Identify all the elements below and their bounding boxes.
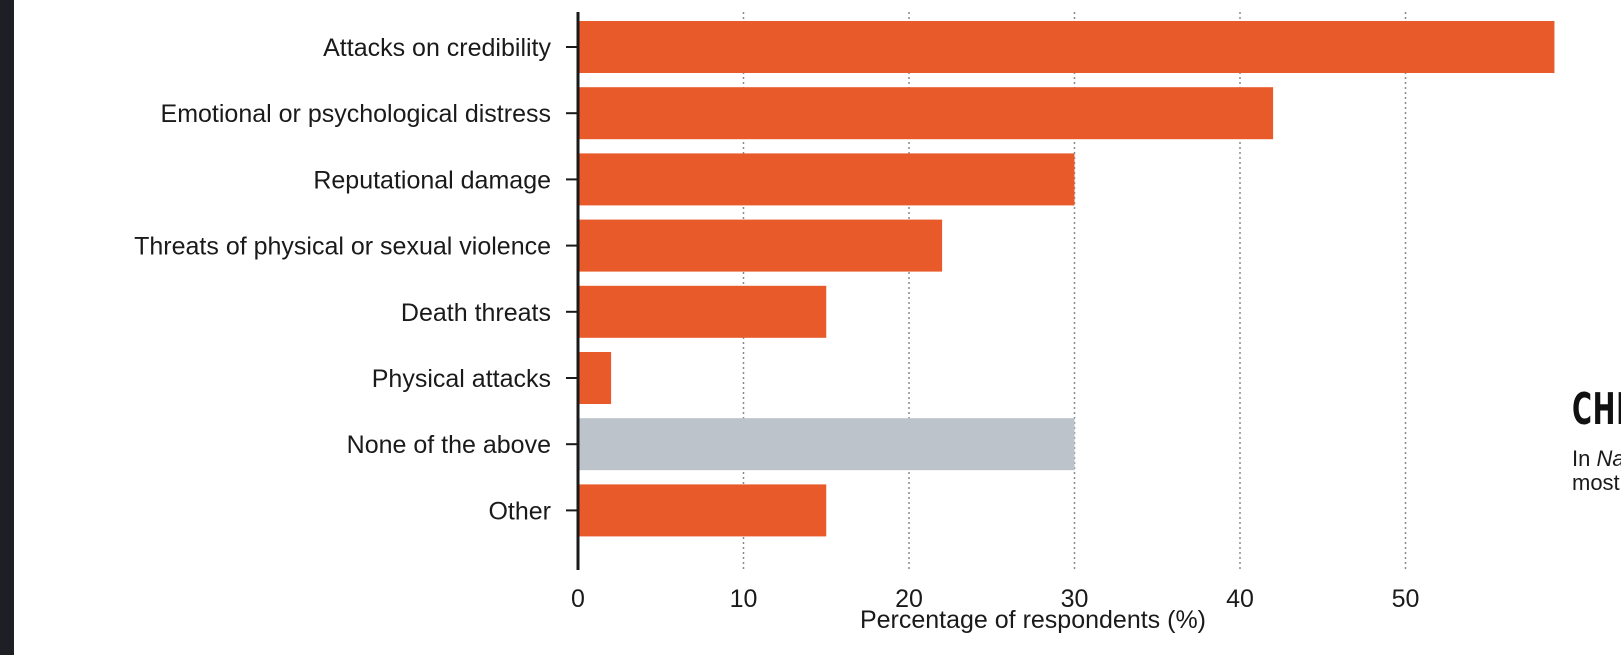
x-axis-title: Percentage of respondents (%) bbox=[860, 606, 1206, 634]
bar-0 bbox=[578, 21, 1555, 73]
x-tick-label-40: 40 bbox=[1226, 585, 1254, 613]
x-tick-label-0: 0 bbox=[571, 585, 585, 613]
side-subtitle-line-2: most lik bbox=[1572, 470, 1621, 495]
bar-3 bbox=[578, 219, 943, 272]
category-label-2: Reputational damage bbox=[313, 166, 551, 194]
left-edge-strip bbox=[0, 0, 14, 655]
bar-1 bbox=[578, 87, 1274, 140]
side-title: CHILL bbox=[1572, 384, 1621, 435]
bar-5 bbox=[578, 352, 612, 404]
category-label-6: None of the above bbox=[347, 431, 551, 459]
category-label-4: Death threats bbox=[401, 299, 551, 327]
bar-7 bbox=[578, 484, 827, 537]
x-tick-label-50: 50 bbox=[1392, 585, 1420, 613]
x-tick-label-20: 20 bbox=[895, 585, 923, 613]
category-label-7: Other bbox=[488, 497, 551, 525]
category-label-0: Attacks on credibility bbox=[323, 34, 551, 62]
bar-4 bbox=[578, 285, 827, 338]
category-label-1: Emotional or psychological distress bbox=[161, 100, 551, 128]
label-layer: Attacks on credibility Emotional or psych… bbox=[134, 34, 1419, 613]
side-subtitle-line-1: In Natur bbox=[1572, 446, 1621, 472]
bar-2 bbox=[578, 153, 1075, 206]
x-tick-label-10: 10 bbox=[730, 585, 758, 613]
category-label-5: Physical attacks bbox=[372, 365, 551, 393]
bar-6 bbox=[578, 418, 1075, 471]
x-tick-label-30: 30 bbox=[1061, 585, 1089, 613]
category-label-3: Threats of physical or sexual violence bbox=[134, 233, 551, 261]
grid-layer bbox=[742, 12, 1407, 570]
side-subtitle-prefix: In bbox=[1572, 446, 1597, 471]
axis-layer bbox=[566, 12, 580, 570]
bar-layer bbox=[578, 21, 1555, 537]
side-subtitle-italic: Natur bbox=[1596, 446, 1621, 471]
